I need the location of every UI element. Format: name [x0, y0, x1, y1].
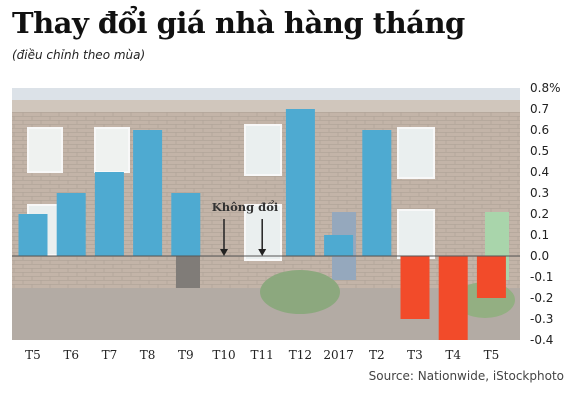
bars	[18, 109, 506, 340]
x-tick-label: T6	[63, 348, 79, 362]
y-tick-label: 0.8%	[530, 81, 561, 95]
bar-3	[94, 172, 124, 256]
x-tick-label: T12	[289, 348, 312, 362]
x-tick-label: T10	[212, 348, 235, 362]
bar-8	[285, 109, 315, 256]
y-tick-label: 0.0	[530, 249, 549, 263]
y-tick-label: 0.2	[530, 207, 549, 221]
bar-2	[56, 193, 86, 256]
annotation-arrow-head	[220, 249, 228, 256]
x-tick-label: T9	[178, 348, 194, 362]
bar-5	[171, 193, 201, 256]
x-tick-label: T2	[369, 348, 385, 362]
bar-4	[133, 130, 163, 256]
x-tick-label: T3	[407, 348, 423, 362]
bar-9	[324, 235, 354, 256]
x-tick-label: T4	[445, 348, 461, 362]
source-credit: Source: Nationwide, iStockphoto	[368, 369, 564, 383]
y-axis: 0.8% 0.7 0.6 0.5 0.4 0.3 0.2 0.1 0.0 -0.1 -0.2 -0.3…	[530, 81, 561, 347]
y-tick-label: -0.2	[530, 291, 553, 305]
y-tick-label: 0.1	[530, 228, 549, 242]
annotation: Không đổi	[212, 200, 279, 256]
x-tick-label: T5	[25, 348, 41, 362]
y-tick-label: -0.3	[530, 312, 553, 326]
y-tick-label: -0.4	[530, 333, 553, 347]
annotation-label: Không đổi	[212, 200, 279, 214]
y-tick-label: 0.3	[530, 186, 549, 200]
bar-10	[362, 130, 392, 256]
chart-subtitle: (điều chỉnh theo mùa)	[12, 48, 146, 62]
y-tick-label: 0.6	[530, 123, 549, 137]
chart-title: Thay đổi giá nhà hàng tháng	[12, 6, 465, 40]
annotation-arrow-head	[258, 249, 267, 256]
bar-1	[18, 214, 48, 256]
x-tick-label: T7	[102, 348, 118, 362]
bar-12	[438, 256, 468, 340]
x-tick-label: T5	[484, 348, 500, 362]
y-tick-label: 0.4	[530, 165, 549, 179]
x-axis: T5 T6 T7 T8 T9 T10 T11 T12 2017 T2 T3 T4 T5	[25, 348, 499, 362]
x-tick-label: T8	[140, 348, 156, 362]
y-tick-label: 0.7	[530, 102, 549, 116]
bar-13	[476, 256, 506, 298]
x-tick-label: 2017	[323, 348, 354, 362]
bar-11	[400, 256, 430, 319]
x-tick-label: T11	[251, 348, 274, 362]
y-tick-label: -0.1	[530, 270, 553, 284]
y-tick-label: 0.5	[530, 144, 549, 158]
